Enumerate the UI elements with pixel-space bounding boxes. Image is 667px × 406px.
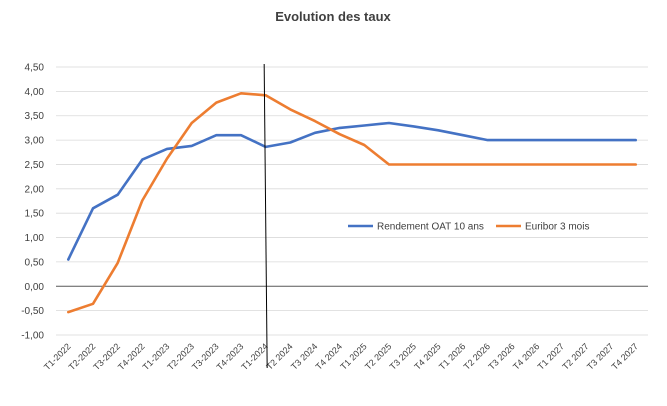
y-tick-label: 3,50 bbox=[25, 111, 45, 122]
y-tick-label: 3,00 bbox=[25, 136, 45, 147]
y-tick-label: 4,50 bbox=[25, 63, 45, 74]
y-tick-label: 0,00 bbox=[25, 282, 45, 293]
y-tick-label: 1,00 bbox=[25, 233, 45, 244]
x-tick-label: T1-2024 bbox=[239, 341, 270, 372]
y-tick-label: 2,00 bbox=[25, 184, 45, 195]
series-lines bbox=[67, 92, 638, 314]
x-tick-label: T4 2027 bbox=[610, 341, 640, 371]
legend: Rendement OAT 10 ans Euribor 3 mois bbox=[348, 222, 589, 233]
y-tick-label: 0,50 bbox=[25, 257, 45, 268]
y-tick-label: -1,00 bbox=[21, 331, 44, 342]
y-tick-label: 2,50 bbox=[25, 160, 45, 171]
legend-label: Euribor 3 mois bbox=[525, 222, 589, 233]
y-tick-label: -0,50 bbox=[21, 306, 44, 317]
y-tick-label: 1,50 bbox=[25, 209, 45, 220]
grid bbox=[56, 66, 648, 336]
vertical-marker bbox=[263, 63, 268, 369]
series-line-2 bbox=[67, 92, 638, 314]
series-line-1 bbox=[67, 121, 638, 261]
y-axis-ticks: -1,00 -0,50 0,00 0,50 1,00 1,50 2,00 2,50 3,00 3,… bbox=[21, 63, 44, 342]
y-tick-label: 4,00 bbox=[25, 87, 45, 98]
legend-label: Rendement OAT 10 ans bbox=[377, 222, 484, 233]
chart-title: Evolution des taux bbox=[275, 9, 391, 24]
vertical-marker-line bbox=[263, 63, 268, 369]
x-axis-ticks: T1-2022T2-2022T3-2022T4-2022T1-2023T2-20… bbox=[42, 341, 640, 372]
